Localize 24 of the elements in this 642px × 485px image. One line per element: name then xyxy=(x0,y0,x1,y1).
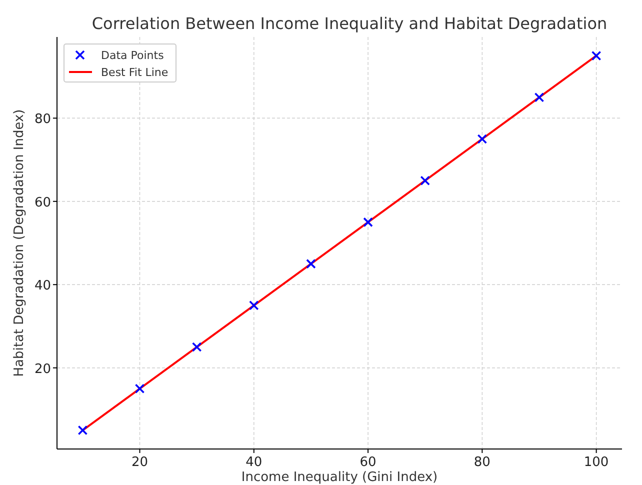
point xyxy=(591,50,602,61)
point xyxy=(420,176,430,186)
point xyxy=(477,134,488,144)
y-tick-label: 60 xyxy=(34,195,51,210)
x-tick-label: 40 xyxy=(246,455,262,470)
point xyxy=(306,258,316,269)
y-axis-title: Habitat Degradation (Degradation Index) xyxy=(12,109,27,377)
x-tick-label: 60 xyxy=(360,455,376,470)
y-tick-label: 20 xyxy=(34,362,51,377)
point xyxy=(78,425,88,436)
x-axis-title: Income Inequality (Gini Index) xyxy=(241,470,438,485)
point xyxy=(534,92,544,102)
point xyxy=(192,342,202,352)
legend-label: Data Points xyxy=(101,49,164,62)
point xyxy=(363,217,373,228)
legend-label: Best Fit Line xyxy=(101,66,168,79)
y-tick-label: 40 xyxy=(34,278,51,294)
x-tick-label: 100 xyxy=(584,455,609,470)
point xyxy=(134,384,145,394)
y-tick-label: 80 xyxy=(34,112,51,128)
x-tick-label: 80 xyxy=(474,455,490,470)
chart-title: Correlation Between Income Inequality and Habitat Degradation xyxy=(92,14,608,33)
x-tick-label: 20 xyxy=(131,455,148,470)
point xyxy=(248,300,259,310)
